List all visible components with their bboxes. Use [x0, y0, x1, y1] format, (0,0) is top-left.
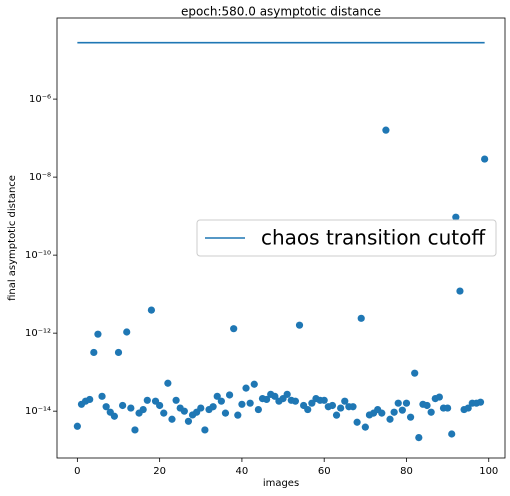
- point: [209, 403, 217, 411]
- point: [238, 400, 246, 408]
- point: [127, 404, 135, 412]
- point: [390, 408, 398, 416]
- point: [295, 321, 304, 329]
- point: [131, 426, 139, 434]
- point: [320, 396, 328, 404]
- point: [160, 409, 168, 417]
- point: [402, 399, 411, 407]
- point: [283, 390, 291, 398]
- point: [398, 406, 406, 414]
- plot-frame: [56, 17, 506, 459]
- legend-box: [196, 219, 497, 257]
- point: [143, 396, 151, 404]
- point: [394, 399, 402, 407]
- point: [242, 384, 250, 392]
- chart-title: epoch:580.0 asymptotic distance: [181, 5, 381, 19]
- point: [353, 418, 361, 426]
- point: [139, 405, 147, 414]
- point: [415, 434, 423, 442]
- y-tick-label: 10⁻¹⁴: [25, 406, 51, 417]
- point: [246, 399, 254, 407]
- point: [337, 404, 345, 412]
- point: [172, 396, 180, 404]
- point: [406, 413, 415, 421]
- point: [234, 411, 242, 419]
- point: [423, 401, 431, 410]
- y-tick-label: 10⁻¹⁰: [25, 250, 51, 261]
- point: [456, 287, 464, 295]
- x-tick-label: 60: [318, 466, 331, 477]
- x-tick-label: 40: [236, 466, 249, 477]
- point: [114, 348, 123, 357]
- point: [361, 423, 369, 431]
- point: [254, 405, 262, 414]
- point: [123, 328, 131, 336]
- y-tick-label: 10⁻¹²: [25, 328, 51, 339]
- x-axis-label: images: [263, 478, 299, 489]
- x-tick-label: 100: [479, 466, 498, 477]
- point: [90, 348, 98, 357]
- point: [213, 392, 221, 400]
- point: [180, 407, 188, 415]
- point: [435, 393, 443, 401]
- point: [448, 430, 456, 438]
- point: [476, 398, 485, 406]
- point: [349, 403, 357, 411]
- point: [168, 415, 176, 423]
- point: [481, 155, 489, 163]
- point: [250, 380, 258, 388]
- point: [386, 415, 394, 423]
- point: [110, 412, 118, 420]
- x-tick-label: 80: [400, 466, 413, 477]
- point: [197, 404, 205, 412]
- point: [328, 401, 337, 410]
- y-tick-label: 10⁻⁸: [29, 172, 51, 183]
- point: [271, 392, 279, 400]
- point: [164, 379, 172, 387]
- point: [221, 409, 230, 417]
- point: [411, 369, 419, 377]
- legend-label: chaos transition cutoff: [261, 226, 486, 250]
- point: [452, 213, 460, 221]
- point: [73, 422, 81, 430]
- point: [341, 397, 349, 405]
- point: [427, 408, 435, 416]
- point: [378, 409, 386, 417]
- point: [147, 306, 156, 314]
- point: [98, 392, 106, 400]
- point: [357, 314, 365, 322]
- point: [332, 411, 341, 419]
- point: [156, 401, 164, 410]
- point: [184, 417, 193, 425]
- x-tick-label: 20: [153, 466, 166, 477]
- y-axis-label: final asymptotic distance: [7, 175, 18, 301]
- point: [291, 397, 299, 405]
- point: [201, 426, 209, 434]
- x-tick-label: 0: [74, 466, 80, 477]
- point: [86, 395, 94, 404]
- point: [217, 397, 225, 405]
- y-tick-label: 10⁻⁶: [29, 94, 51, 105]
- point: [308, 399, 316, 407]
- point: [464, 404, 472, 412]
- point: [230, 325, 238, 333]
- point: [444, 404, 452, 412]
- point: [382, 126, 390, 134]
- point: [263, 395, 271, 404]
- point: [102, 403, 110, 411]
- point: [94, 330, 102, 338]
- point: [304, 405, 312, 414]
- point: [119, 401, 127, 410]
- point: [225, 391, 234, 399]
